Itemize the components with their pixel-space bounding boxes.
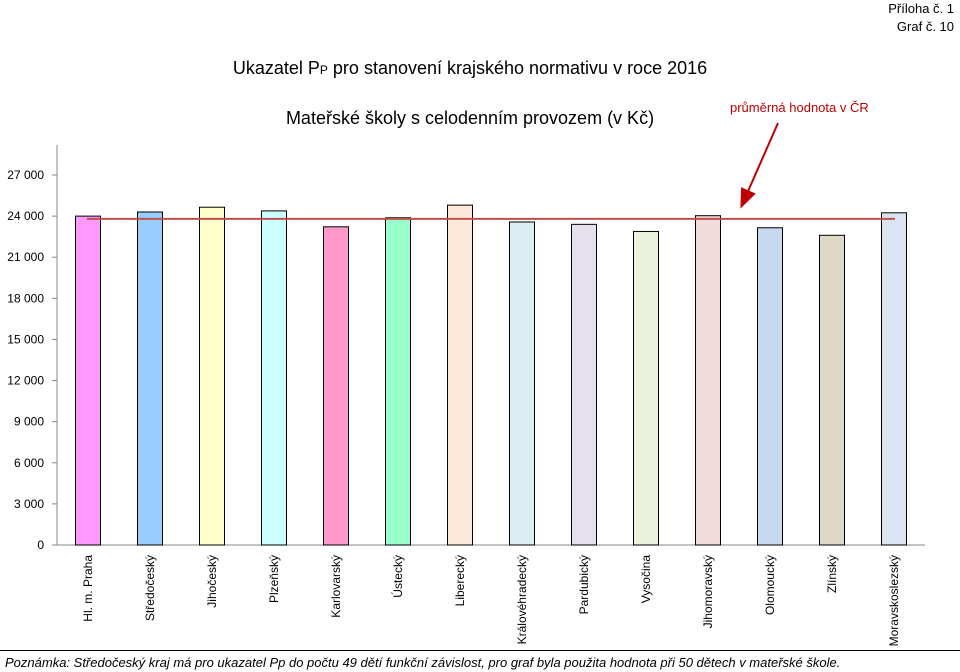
bar (323, 226, 349, 546)
chart-title: Ukazatel PP pro stanovení krajského norm… (0, 58, 940, 79)
x-tick-label: Vysočina (639, 555, 653, 604)
y-tick-label: 21 000 (7, 250, 44, 264)
bar (819, 234, 845, 546)
bar (509, 221, 535, 546)
footnote: Poznámka: Středočeský kraj má pro ukazat… (5, 655, 841, 670)
x-tick-label: Plzeňský (267, 555, 281, 603)
x-tick-label: Středočeský (143, 555, 157, 621)
bar (261, 210, 287, 546)
x-tick-label: Olomoucký (763, 555, 777, 615)
y-tick-label: 0 (37, 538, 44, 552)
y-tick-label: 6 000 (14, 456, 44, 470)
chart-title-subscript: P (319, 63, 328, 77)
graph-number-label: Graf č. 10 (896, 19, 954, 34)
y-tick-label: 24 000 (7, 209, 44, 223)
bar (571, 223, 597, 546)
bar (695, 215, 721, 546)
bar-chart: 0 3 000 6 000 9 000 12 000 15 000 18 000 21 000… (7, 122, 925, 646)
average-arrow (740, 122, 779, 209)
header-labels: Příloha č. 1 Graf č. 10 (888, 0, 954, 36)
y-tick-label: 18 000 (7, 291, 44, 305)
bar (199, 206, 225, 546)
bar (633, 230, 659, 546)
y-tick-label: 12 000 (7, 374, 44, 388)
bar (881, 212, 907, 546)
chart-title-main: Ukazatel P (232, 58, 320, 78)
x-tick-label: Královéhradecký (515, 555, 529, 644)
y-tick-label: 27 000 (7, 168, 44, 182)
y-tick-label: 9 000 (14, 415, 44, 429)
chart-subtitle: Mateřské školy s celodenním provozem (v … (285, 108, 655, 128)
y-tick-label: 3 000 (14, 497, 44, 511)
x-tick-label: Zlínský (825, 555, 839, 593)
bar (757, 227, 783, 546)
x-tick-label: Hl. m. Praha (81, 555, 95, 622)
x-tick-label: Ústecký (390, 555, 405, 598)
y-tick-label: 15 000 (7, 332, 44, 346)
note-divider (0, 650, 960, 651)
bar (447, 204, 473, 546)
x-tick-label: Liberecký (453, 555, 467, 606)
bar (75, 215, 101, 546)
bar (137, 211, 163, 546)
x-tick-label: Moravskoslezský (887, 555, 901, 646)
bar (385, 217, 411, 546)
x-tick-label: Jihomoravský (701, 555, 715, 628)
x-tick-label: Karlovarský (329, 555, 343, 618)
x-tick-label: Pardubický (577, 555, 591, 614)
x-tick-label: Jihočeský (205, 555, 219, 608)
appendix-label: Příloha č. 1 (888, 1, 954, 16)
chart-title-rest: pro stanovení krajského normativu v roce… (327, 58, 708, 78)
average-label: průměrná hodnota v ČR (730, 100, 869, 115)
